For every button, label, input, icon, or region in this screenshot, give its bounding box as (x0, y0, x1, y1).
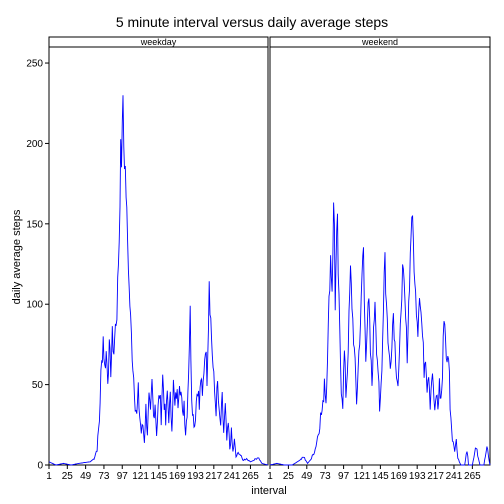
panel-strip-label: weekday (140, 37, 177, 47)
x-tick-label: 169 (169, 471, 186, 482)
y-tick-label: 100 (26, 300, 43, 311)
y-tick-label: 150 (26, 219, 43, 230)
x-tick-label: 97 (338, 471, 350, 482)
y-tick-label: 250 (26, 59, 43, 70)
panel-weekend: weekend 1 25 49 73 97 121 145 169 193 217 241 265 (267, 36, 491, 482)
panel-strip-label: weekend (361, 37, 398, 47)
x-tick-label: 217 (205, 471, 222, 482)
x-tick-label: 49 (301, 471, 313, 482)
x-tick-label: 241 (224, 471, 241, 482)
series-line-weekday (48, 95, 269, 466)
x-tick-label: 73 (320, 471, 332, 482)
x-tick-label: 121 (132, 471, 149, 482)
x-tick-label: 145 (151, 471, 168, 482)
x-tick-label: 169 (390, 471, 407, 482)
y-tick-label: 0 (37, 461, 43, 472)
panel-weekday: weekday 1 25 49 73 97 121 145 169 193 217 241 265 0 50… (26, 36, 269, 482)
x-tick-label: 217 (427, 471, 444, 482)
x-tick-label: 1 (46, 471, 52, 482)
y-tick-label: 200 (26, 139, 43, 150)
x-tick-label: 97 (117, 471, 129, 482)
x-tick-label: 265 (464, 471, 481, 482)
x-tick-label: 49 (80, 471, 92, 482)
x-tick-label: 1 (267, 471, 273, 482)
x-tick-label: 25 (283, 471, 295, 482)
x-tick-label: 121 (354, 471, 371, 482)
x-tick-label: 265 (242, 471, 259, 482)
y-tick-label: 50 (32, 380, 44, 391)
x-tick-label: 25 (62, 471, 74, 482)
x-tick-label: 193 (409, 471, 426, 482)
y-axis-label: daily average steps (11, 209, 23, 304)
series-line-weekend (269, 202, 491, 466)
x-tick-label: 193 (187, 471, 204, 482)
x-tick-label: 241 (446, 471, 463, 482)
chart-title: 5 minute interval versus daily average s… (116, 14, 388, 30)
x-axis-label: interval (251, 485, 286, 497)
x-tick-label: 145 (372, 471, 389, 482)
x-tick-label: 73 (98, 471, 110, 482)
